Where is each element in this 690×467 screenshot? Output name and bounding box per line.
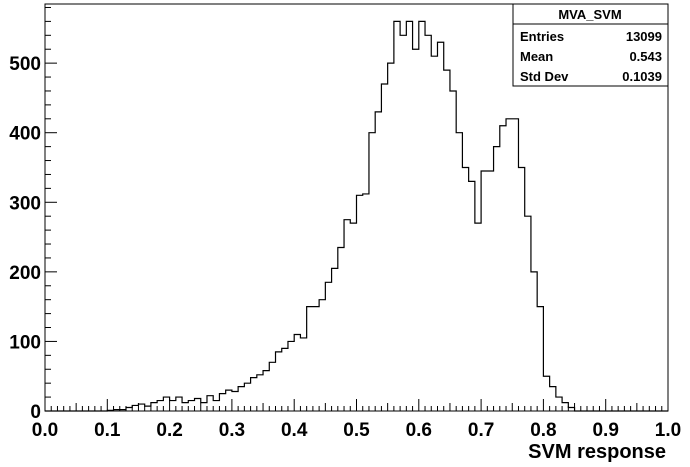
y-axis: 0 100 200 300 400 500	[9, 6, 57, 423]
stats-mean-value: 0.543	[629, 49, 662, 64]
stats-entries-value: 13099	[626, 29, 662, 44]
stats-entries-label: Entries	[520, 29, 564, 44]
x-axis: 0.0 0.1 0.2 0.3 0.4 0.5 0.6 0.7 0.8 0.9 1.0	[32, 399, 681, 441]
x-tick-label: 0.0	[32, 420, 58, 441]
stats-box-frame	[512, 3, 669, 87]
stats-box: MVA_SVM Entries 13099 Mean 0.543 Std Dev…	[512, 3, 669, 87]
y-tick-label: 400	[9, 124, 41, 145]
y-tick-label: 500	[9, 54, 41, 75]
y-tick-label: 100	[9, 332, 41, 353]
y-tick-label: 0	[30, 402, 41, 423]
stats-mean-label: Mean	[520, 49, 553, 64]
x-tick-label: 0.6	[406, 420, 432, 441]
x-tick-label: 1.0	[655, 420, 681, 441]
stats-stddev-value: 0.1039	[622, 69, 662, 84]
x-tick-label: 0.7	[468, 420, 494, 441]
x-tick-label: 0.9	[592, 420, 618, 441]
x-tick-label: 0.2	[156, 420, 182, 441]
x-tick-label: 0.4	[281, 420, 308, 441]
y-tick-label: 200	[9, 263, 41, 284]
stats-stddev-label: Std Dev	[520, 69, 569, 84]
x-tick-label: 0.3	[219, 420, 245, 441]
y-tick-label: 300	[9, 193, 41, 214]
stats-box-title: MVA_SVM	[558, 7, 621, 22]
histogram-series-line	[45, 20, 668, 412]
x-axis-title: SVM response	[528, 441, 666, 463]
x-tick-label: 0.5	[343, 420, 370, 441]
x-tick-label: 0.1	[94, 420, 121, 441]
x-tick-label: 0.8	[530, 420, 556, 441]
